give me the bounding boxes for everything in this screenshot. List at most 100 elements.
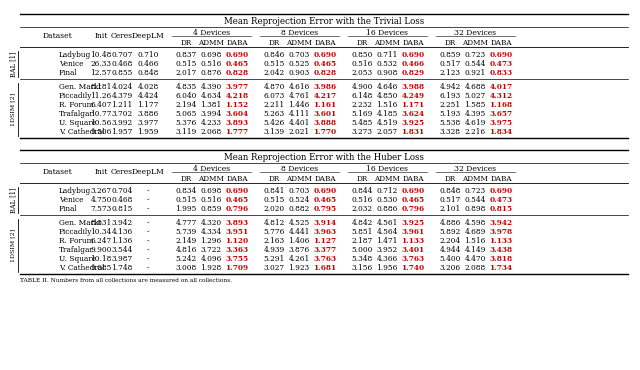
Text: 1.681: 1.681 [314,264,337,272]
Text: 4.525: 4.525 [289,219,310,227]
Text: 2.211: 2.211 [264,101,285,109]
Text: 4.334: 4.334 [200,228,221,236]
Text: 0.544: 0.544 [464,60,486,68]
Text: V. Cathedral: V. Cathedral [59,128,104,136]
Text: 0.707: 0.707 [111,51,132,59]
Text: 6.193: 6.193 [440,92,461,100]
Text: 1.120: 1.120 [225,237,248,245]
Text: 4.320: 4.320 [200,219,221,227]
Text: 0.828: 0.828 [225,69,248,77]
Text: 4.470: 4.470 [464,255,486,263]
Text: 0.515: 0.515 [175,60,196,68]
Text: 1.471: 1.471 [376,237,397,245]
Text: 1.834: 1.834 [490,128,513,136]
Text: 4.944: 4.944 [439,246,461,254]
Text: -: - [147,246,149,254]
Text: 4.777: 4.777 [175,219,196,227]
Text: 3.401: 3.401 [401,246,424,254]
Text: 0.711: 0.711 [376,51,397,59]
Text: R. Forum: R. Forum [59,237,93,245]
Text: 0.829: 0.829 [401,69,424,77]
Text: 0.723: 0.723 [465,187,486,195]
Text: 0.525: 0.525 [289,60,310,68]
Text: 4 Devices: 4 Devices [193,29,230,37]
Text: -: - [147,264,149,272]
Text: 0.712: 0.712 [376,187,397,195]
Text: 4.424: 4.424 [138,92,159,100]
Text: 0.848: 0.848 [138,69,159,77]
Text: DABA: DABA [314,39,336,47]
Text: 4.900: 4.900 [351,83,372,91]
Text: 0.517: 0.517 [439,60,461,68]
Text: 5.400: 5.400 [439,255,461,263]
Text: 4.312: 4.312 [490,92,513,100]
Text: ADMM: ADMM [462,39,488,47]
Text: Final: Final [59,69,77,77]
Text: Dataset: Dataset [42,32,72,40]
Text: Ladybug: Ladybug [59,187,92,195]
Text: 5.000: 5.000 [351,246,372,254]
Text: 1.177: 1.177 [138,101,159,109]
Text: 0.690: 0.690 [314,187,337,195]
Text: DR: DR [268,175,280,183]
Text: 4.217: 4.217 [314,92,337,100]
Text: 5.376: 5.376 [175,119,196,127]
Text: 1.211: 1.211 [111,101,132,109]
Text: ADMM: ADMM [462,175,488,183]
Text: 4.870: 4.870 [263,83,285,91]
Text: 0.796: 0.796 [401,205,424,213]
Text: 2.194: 2.194 [175,101,196,109]
Text: 5.027: 5.027 [465,92,486,100]
Text: 2.042: 2.042 [264,69,285,77]
Text: DR: DR [444,175,456,183]
Text: 2.088: 2.088 [465,264,486,272]
Text: DR: DR [268,39,280,47]
Text: 3.986: 3.986 [314,83,337,91]
Text: 3.273: 3.273 [351,128,372,136]
Text: Gen. Markt: Gen. Markt [59,219,102,227]
Text: 2.017: 2.017 [175,69,196,77]
Text: 3.893: 3.893 [225,219,248,227]
Text: 4.761: 4.761 [288,92,310,100]
Text: 4.616: 4.616 [288,83,310,91]
Text: Ceres: Ceres [111,168,133,176]
Text: 0.530: 0.530 [376,196,397,204]
Text: 1.446: 1.446 [288,101,310,109]
Text: 3.977: 3.977 [138,119,159,127]
Text: 1.168: 1.168 [490,101,513,109]
Text: -: - [147,237,149,245]
Text: 2.021: 2.021 [289,128,310,136]
Text: 5.193: 5.193 [440,110,461,118]
Text: 3.377: 3.377 [314,246,337,254]
Text: 0.698: 0.698 [200,187,221,195]
Text: 4.233: 4.233 [200,119,221,127]
Text: 9.506: 9.506 [90,128,112,136]
Text: 1.133: 1.133 [490,237,513,245]
Text: 3.363: 3.363 [225,246,248,254]
Text: 3.925: 3.925 [401,219,424,227]
Text: 4.390: 4.390 [200,83,221,91]
Text: DABA: DABA [226,175,248,183]
Text: 0.544: 0.544 [464,196,486,204]
Text: 8 Devices: 8 Devices [281,29,318,37]
Text: 3.119: 3.119 [175,128,196,136]
Text: 5.348: 5.348 [351,255,372,263]
Text: 4.688: 4.688 [464,83,486,91]
Text: 1.957: 1.957 [111,128,132,136]
Text: 1.995: 1.995 [175,205,196,213]
Text: 3.657: 3.657 [490,110,513,118]
Text: 1.923: 1.923 [289,264,310,272]
Text: 4.689: 4.689 [464,228,486,236]
Text: 0.690: 0.690 [401,187,424,195]
Text: 4.942: 4.942 [440,83,461,91]
Text: Trafalgar: Trafalgar [59,246,94,254]
Text: 0.859: 0.859 [200,205,221,213]
Text: 3.963: 3.963 [314,228,337,236]
Text: 4.939: 4.939 [264,246,285,254]
Text: 3.988: 3.988 [401,83,424,91]
Text: 4.850: 4.850 [376,92,397,100]
Text: U. Square: U. Square [59,255,96,263]
Text: Piccadily: Piccadily [59,228,92,236]
Text: 8.031: 8.031 [90,219,111,227]
Text: 8.181: 8.181 [90,83,112,91]
